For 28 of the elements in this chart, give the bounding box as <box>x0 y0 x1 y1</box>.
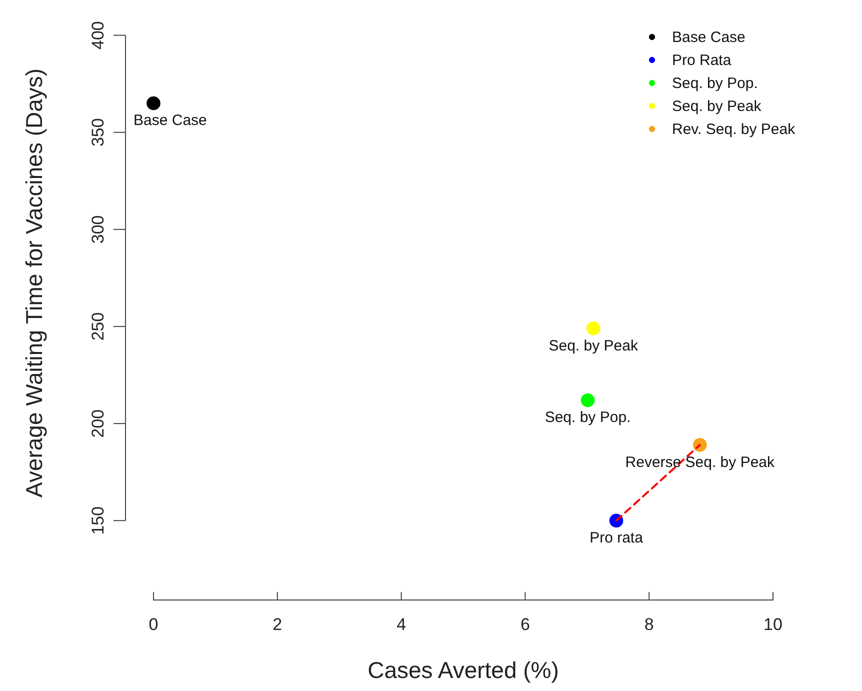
x-axis-title: Cases Averted (%) <box>368 657 559 683</box>
x-tick-label: 6 <box>520 615 530 634</box>
legend-label: Seq. by Pop. <box>672 75 758 92</box>
annotation: Seq. by Peak <box>548 337 638 354</box>
x-tick-label: 8 <box>644 615 654 634</box>
x-tick-label: 0 <box>148 615 158 634</box>
point <box>580 393 595 408</box>
legend-label: Seq. by Peak <box>672 98 762 115</box>
y-tick-label: 300 <box>88 215 108 244</box>
point <box>586 322 600 336</box>
y-axis-title: Average Waiting Time for Vaccines (Days) <box>21 68 47 498</box>
point <box>146 96 160 110</box>
x-tick-label: 4 <box>396 615 406 634</box>
x-tick-label: 10 <box>764 615 782 634</box>
legend-label: Pro Rata <box>672 52 732 69</box>
annotation: Reverse Seq. by Peak <box>625 454 776 471</box>
annotation: Base Case <box>134 112 207 130</box>
legend-label: Rev. Seq. by Peak <box>672 121 796 138</box>
point <box>692 438 707 452</box>
legend-label: Base Case <box>672 29 746 46</box>
y-tick-label: 250 <box>88 312 108 341</box>
y-tick-label: 200 <box>88 409 108 438</box>
x-tick-label: 2 <box>272 615 282 634</box>
y-tick-label: 150 <box>88 506 108 535</box>
annotation: Pro rata <box>590 530 644 547</box>
y-tick-label: 400 <box>88 21 108 50</box>
y-tick-label: 350 <box>88 118 108 147</box>
annotation: Seq. by Pop. <box>544 409 631 426</box>
